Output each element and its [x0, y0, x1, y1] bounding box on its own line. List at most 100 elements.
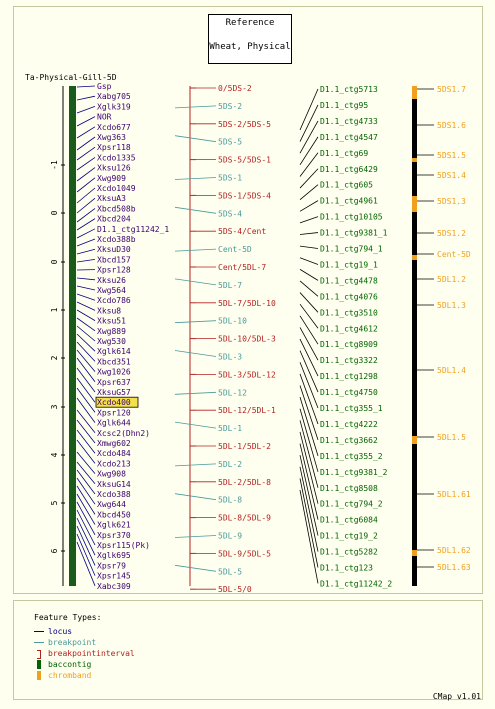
contig-label[interactable]: D1.1_ctg19_2	[320, 532, 378, 541]
chromband-label[interactable]: 5DL1.61	[437, 490, 471, 499]
locus-label[interactable]: Xcdo484	[97, 449, 131, 458]
contig-label[interactable]: D1.1_ctg1298	[320, 372, 378, 381]
chromband-label[interactable]: 5DL1.3	[437, 301, 466, 310]
locus-label[interactable]: Xmwg602	[97, 439, 131, 448]
locus-label[interactable]: Xbcd351	[97, 357, 131, 366]
breakpoint-label[interactable]: 5DS-1/5DS-4	[218, 191, 271, 200]
locus-label[interactable]: Xpsr145	[97, 572, 131, 581]
breakpoint-label[interactable]: Cent/5DL-7	[218, 263, 266, 272]
contig-label[interactable]: D1.1_ctg95	[320, 101, 368, 110]
locus-label[interactable]: Xcdo213	[97, 459, 131, 468]
locus-label[interactable]: D1.1_ctg11242_1	[97, 225, 169, 234]
map-title[interactable]: Ta-Physical-Gill-5D	[25, 73, 117, 82]
chromband-label[interactable]: 5DS1.3	[437, 197, 466, 206]
locus-label[interactable]: Xwg889	[97, 327, 126, 336]
chromband-label[interactable]: 5DL1.4	[437, 366, 466, 375]
contig-label[interactable]: D1.1_ctg11242_2	[320, 579, 392, 588]
chromband-label[interactable]: 5DS1.6	[437, 121, 466, 130]
chromband-label[interactable]: Cent-5D	[437, 250, 471, 259]
contig-label[interactable]: D1.1_ctg123	[320, 564, 373, 573]
chromband-label[interactable]: 5DL1.62	[437, 546, 471, 555]
contig-label[interactable]: D1.1_ctg6084	[320, 516, 378, 525]
locus-label[interactable]: Xcdo677	[97, 123, 131, 132]
breakpoint-label[interactable]: 5DL-1/5DL-2	[218, 442, 271, 451]
contig-label[interactable]: D1.1_ctg6429	[320, 165, 378, 174]
breakpoint-label[interactable]: 5DL-12/5DL-1	[218, 406, 276, 415]
contig-label[interactable]: D1.1_ctg355_1	[320, 404, 383, 413]
locus-label[interactable]: Xwg909	[97, 174, 126, 183]
breakpoint-label[interactable]: 5DS-4/Cent	[218, 227, 266, 236]
breakpoint-label[interactable]: 5DL-5	[218, 567, 242, 576]
breakpoint-label[interactable]: 5DS-5/5DS-1	[218, 156, 271, 165]
contig-label[interactable]: D1.1_ctg8909	[320, 340, 378, 349]
breakpoint-label[interactable]: 5DL-7	[218, 281, 242, 290]
contig-label[interactable]: D1.1_ctg4750	[320, 388, 378, 397]
breakpoint-label[interactable]: 5DL-10/5DL-3	[218, 335, 276, 344]
locus-label[interactable]: Xcdo400	[97, 398, 131, 407]
breakpoint-label[interactable]: 5DL-10	[218, 317, 247, 326]
contig-label[interactable]: D1.1_ctg9381_1	[320, 229, 388, 238]
chromosome-bar[interactable]	[69, 86, 76, 586]
breakpoint-label[interactable]: 5DL-9/5DL-5	[218, 549, 271, 558]
breakpoint-label[interactable]: 5DL-8/5DL-9	[218, 514, 271, 523]
contig-label[interactable]: D1.1_ctg3322	[320, 356, 378, 365]
locus-label[interactable]: Xpsr118	[97, 143, 131, 152]
locus-label[interactable]: Xcdo1335	[97, 153, 136, 162]
chromband-label[interactable]: 5DL1.5	[437, 433, 466, 442]
contig-label[interactable]: D1.1_ctg4612	[320, 324, 378, 333]
locus-label[interactable]: Xksu51	[97, 317, 126, 326]
locus-label[interactable]: Xpsr637	[97, 378, 131, 387]
breakpoint-label[interactable]: 5DS-1	[218, 174, 242, 183]
contig-label[interactable]: D1.1_ctg794_1	[320, 245, 383, 254]
breakpoint-label[interactable]: 5DS-2	[218, 102, 242, 111]
locus-label[interactable]: Xabg705	[97, 92, 131, 101]
breakpoint-label[interactable]: 5DL-2	[218, 460, 242, 469]
locus-label[interactable]: Xpsr115(Pk)	[97, 541, 150, 550]
breakpoint-label[interactable]: 0/5DS-2	[218, 84, 252, 93]
contig-label[interactable]: D1.1_ctg8508	[320, 484, 378, 493]
breakpoint-label[interactable]: 5DL-7/5DL-10	[218, 299, 276, 308]
locus-label[interactable]: Xglk644	[97, 419, 131, 428]
contig-label[interactable]: D1.1_ctg4076	[320, 292, 378, 301]
contig-label[interactable]: D1.1_ctg3510	[320, 308, 378, 317]
locus-label[interactable]: Xglk695	[97, 551, 131, 560]
locus-label[interactable]: Xpsr370	[97, 531, 131, 540]
locus-label[interactable]: Xksu8	[97, 306, 121, 315]
contig-label[interactable]: D1.1_ctg9381_2	[320, 468, 388, 477]
breakpoint-label[interactable]: 5DL-2/5DL-8	[218, 478, 271, 487]
locus-label[interactable]: Xglk614	[97, 347, 131, 356]
breakpoint-label[interactable]: Cent-5D	[218, 245, 252, 254]
locus-label[interactable]: Xwg908	[97, 470, 126, 479]
locus-label[interactable]: XksuA3	[97, 194, 126, 203]
contig-label[interactable]: D1.1_ctg605	[320, 181, 373, 190]
breakpoint-label[interactable]: 5DL-9	[218, 532, 242, 541]
breakpoint-label[interactable]: 5DS-2/5DS-5	[218, 120, 271, 129]
contig-label[interactable]: D1.1_ctg794_2	[320, 500, 383, 509]
breakpoint-label[interactable]: 5DL-3	[218, 353, 242, 362]
breakpoint-label[interactable]: 5DL-12	[218, 388, 247, 397]
locus-label[interactable]: Xcdo388	[97, 490, 131, 499]
chromband-label[interactable]: 5DS1.5	[437, 151, 466, 160]
locus-label[interactable]: Xpsr79	[97, 561, 126, 570]
reference-box[interactable]: Reference Wheat, Physical	[208, 14, 292, 64]
locus-label[interactable]: NOR	[97, 113, 112, 122]
locus-label[interactable]: Xcdo786	[97, 296, 131, 305]
contig-label[interactable]: D1.1_ctg355_2	[320, 452, 383, 461]
contig-label[interactable]: D1.1_ctg3662	[320, 436, 378, 445]
breakpoint-label[interactable]: 5DL-3/5DL-12	[218, 370, 276, 379]
locus-label[interactable]: Xbcd157	[97, 255, 131, 264]
locus-label[interactable]: XksuG14	[97, 480, 131, 489]
locus-label[interactable]: Xglk319	[97, 102, 131, 111]
breakpoint-label[interactable]: 5DS-5	[218, 138, 242, 147]
contig-label[interactable]: D1.1_ctg5713	[320, 85, 378, 94]
locus-label[interactable]: Xwg530	[97, 337, 126, 346]
chromband-label[interactable]: 5DL1.63	[437, 563, 471, 572]
locus-label[interactable]: Xksu26	[97, 276, 126, 285]
locus-label[interactable]: XksuD30	[97, 245, 131, 254]
locus-label[interactable]: Xwg564	[97, 286, 126, 295]
breakpoint-label[interactable]: 5DL-1	[218, 424, 242, 433]
breakpoint-label[interactable]: 5DL-5/0	[218, 585, 252, 594]
locus-label[interactable]: Xwg1026	[97, 368, 131, 377]
contig-label[interactable]: D1.1_ctg4222	[320, 420, 378, 429]
locus-label[interactable]: XksuG57	[97, 388, 131, 397]
